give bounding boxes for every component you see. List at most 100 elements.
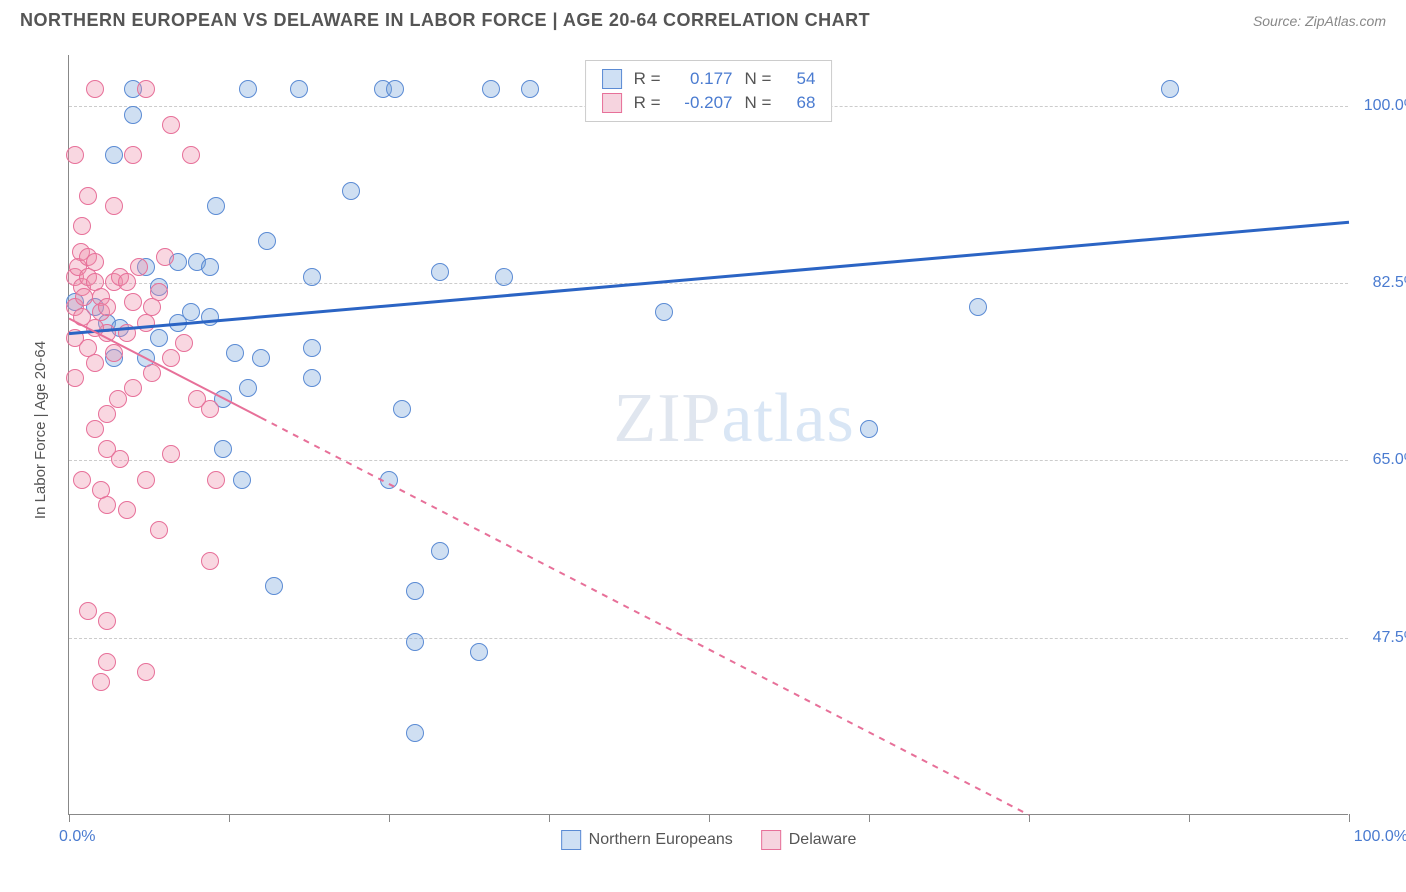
- scatter-point: [226, 344, 244, 362]
- scatter-point: [137, 471, 155, 489]
- scatter-point: [150, 521, 168, 539]
- scatter-point: [655, 303, 673, 321]
- scatter-point: [98, 496, 116, 514]
- scatter-point: [239, 379, 257, 397]
- x-tick: [69, 814, 70, 822]
- scatter-point: [201, 308, 219, 326]
- scatter-point: [86, 420, 104, 438]
- y-tick-label: 47.5%: [1373, 629, 1406, 647]
- scatter-point: [431, 263, 449, 281]
- legend-n-value: 68: [783, 93, 815, 113]
- y-tick-label: 82.5%: [1373, 274, 1406, 292]
- scatter-point: [482, 80, 500, 98]
- scatter-point: [303, 268, 321, 286]
- scatter-point: [233, 471, 251, 489]
- scatter-point: [182, 146, 200, 164]
- legend-row: R = -0.207 N = 68: [602, 91, 816, 115]
- scatter-point: [105, 146, 123, 164]
- scatter-point: [124, 146, 142, 164]
- scatter-point: [73, 471, 91, 489]
- gridline: [69, 460, 1348, 461]
- x-tick: [1029, 814, 1030, 822]
- scatter-point: [137, 80, 155, 98]
- legend-item: Delaware: [761, 830, 857, 850]
- gridline: [69, 283, 1348, 284]
- watermark: ZIPatlas: [613, 379, 854, 459]
- scatter-point: [342, 182, 360, 200]
- legend-r-label: R =: [634, 69, 661, 89]
- x-tick: [1349, 814, 1350, 822]
- scatter-point: [207, 471, 225, 489]
- scatter-point: [386, 80, 404, 98]
- scatter-point: [214, 440, 232, 458]
- scatter-point: [406, 582, 424, 600]
- scatter-point: [201, 552, 219, 570]
- legend-label: Northern Europeans: [589, 831, 733, 849]
- legend-swatch: [761, 830, 781, 850]
- scatter-point: [303, 369, 321, 387]
- scatter-point: [130, 258, 148, 276]
- scatter-point: [124, 106, 142, 124]
- scatter-point: [143, 364, 161, 382]
- x-tick: [549, 814, 550, 822]
- legend-label: Delaware: [789, 831, 857, 849]
- scatter-point: [118, 324, 136, 342]
- scatter-point: [98, 405, 116, 423]
- gridline: [69, 638, 1348, 639]
- legend-r-value: 0.177: [673, 69, 733, 89]
- scatter-point: [92, 673, 110, 691]
- scatter-point: [86, 253, 104, 271]
- legend-row: R =0.177N =54: [602, 67, 816, 91]
- scatter-point: [150, 283, 168, 301]
- scatter-point: [265, 577, 283, 595]
- scatter-point: [98, 653, 116, 671]
- scatter-point: [156, 248, 174, 266]
- scatter-point: [124, 293, 142, 311]
- scatter-point: [162, 349, 180, 367]
- y-tick-label: 65.0%: [1373, 451, 1406, 469]
- scatter-point: [66, 369, 84, 387]
- scatter-point: [105, 197, 123, 215]
- scatter-point: [169, 314, 187, 332]
- correlation-legend: R =0.177N =54R =-0.207N =68: [585, 60, 833, 122]
- x-tick-label: 100.0%: [1354, 828, 1406, 846]
- x-tick: [869, 814, 870, 822]
- scatter-point: [406, 724, 424, 742]
- scatter-point: [162, 445, 180, 463]
- legend-r-label: R =: [634, 93, 661, 113]
- scatter-point: [431, 542, 449, 560]
- legend-r-value: -0.207: [673, 93, 733, 113]
- legend-n-label: N =: [745, 93, 772, 113]
- scatter-point: [105, 344, 123, 362]
- source-label: Source: ZipAtlas.com: [1253, 13, 1386, 29]
- scatter-point: [303, 339, 321, 357]
- scatter-point: [201, 400, 219, 418]
- scatter-point: [380, 471, 398, 489]
- x-tick-label: 0.0%: [59, 828, 95, 846]
- scatter-point: [162, 116, 180, 134]
- series-legend: Northern Europeans Delaware: [561, 830, 857, 850]
- scatter-point: [111, 450, 129, 468]
- scatter-point: [73, 217, 91, 235]
- legend-swatch: [561, 830, 581, 850]
- scatter-point: [175, 334, 193, 352]
- legend-swatch: [602, 93, 622, 113]
- legend-swatch: [602, 69, 622, 89]
- scatter-point: [124, 379, 142, 397]
- scatter-point: [98, 298, 116, 316]
- scatter-point: [969, 298, 987, 316]
- x-tick: [709, 814, 710, 822]
- scatter-point: [1161, 80, 1179, 98]
- y-axis-label: In Labor Force | Age 20-64: [32, 341, 49, 519]
- scatter-point: [521, 80, 539, 98]
- y-tick-label: 100.0%: [1364, 97, 1406, 115]
- scatter-point: [406, 633, 424, 651]
- scatter-point: [137, 663, 155, 681]
- scatter-point: [239, 80, 257, 98]
- scatter-point: [252, 349, 270, 367]
- scatter-point: [86, 319, 104, 337]
- scatter-point: [118, 501, 136, 519]
- scatter-chart: ZIPatlas 47.5%65.0%82.5%100.0%0.0%100.0%…: [68, 55, 1348, 815]
- scatter-point: [393, 400, 411, 418]
- scatter-point: [290, 80, 308, 98]
